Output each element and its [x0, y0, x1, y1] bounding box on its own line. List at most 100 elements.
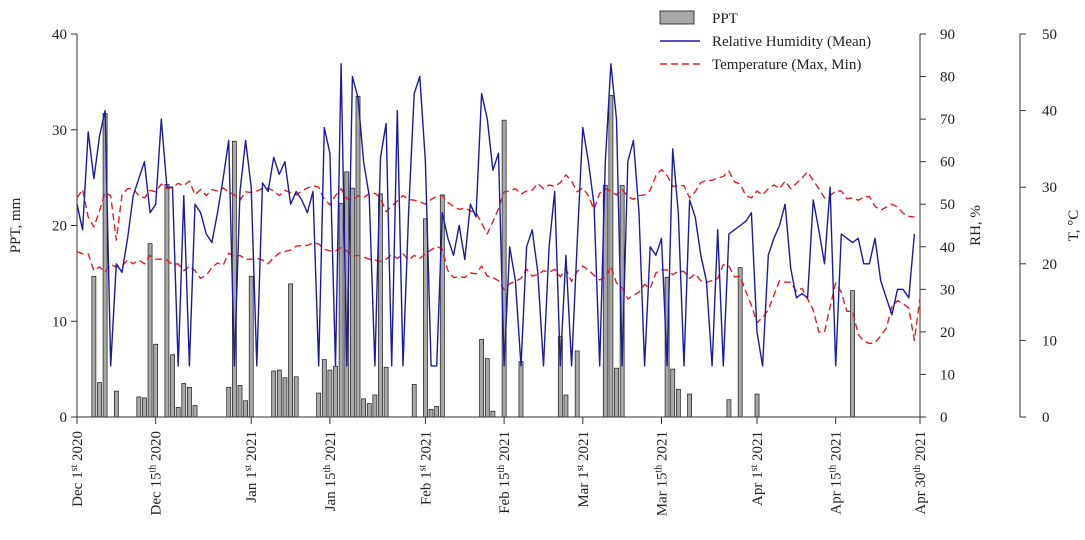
rh-tick-label: 10 [940, 367, 955, 383]
temperature-max-line [76, 168, 915, 241]
ppt-bar [423, 218, 428, 418]
ppt-bar [361, 398, 367, 418]
ppt-bar [288, 283, 293, 418]
ppt-bar [383, 366, 389, 418]
legend-swatch-ppt [659, 10, 695, 25]
ppt-bar [501, 119, 507, 418]
ppt-bar [181, 383, 187, 418]
rh-tick-label: 60 [940, 155, 955, 171]
ppt-bar [434, 406, 440, 418]
ppt-bar [355, 95, 361, 418]
ppt-bar [614, 367, 619, 418]
ppt-bar [276, 369, 282, 418]
ppt-bar [737, 267, 743, 418]
t-tick-label: 0 [1042, 410, 1050, 426]
ppt-bar [113, 390, 119, 418]
ppt-bar [333, 365, 338, 418]
relative-humidity-line [76, 63, 916, 367]
ppt-bar [243, 400, 248, 418]
rh-tick-label: 80 [940, 70, 955, 86]
t-axis-label: T, °C [1066, 210, 1082, 242]
ppt-bar [237, 385, 243, 418]
ppt-bar [170, 354, 175, 418]
ppt-bar [91, 275, 97, 418]
temperature-min-line [76, 242, 921, 345]
ppt-bar [136, 396, 142, 418]
ppt-bar [479, 339, 485, 418]
ppt-bar [338, 203, 344, 418]
legend-label: Temperature (Max, Min) [712, 57, 861, 73]
date-tick-label: Apr 1st 2021 [749, 431, 767, 506]
rh-axis-label: RH, % [968, 205, 984, 246]
ppt-bar [411, 384, 417, 418]
ppt-bar [675, 388, 681, 418]
ppt-bar [271, 370, 277, 418]
ppt-bar [248, 275, 254, 418]
ppt-bar [350, 187, 355, 418]
rh-tick-label: 40 [940, 240, 955, 256]
ppt-axis-label: PPT, mm [8, 197, 24, 253]
ppt-bar [192, 405, 198, 418]
t-tick-label: 20 [1042, 257, 1057, 273]
ppt-bar [226, 386, 232, 418]
ppt-bar [147, 243, 153, 418]
ppt-bar [97, 382, 102, 418]
legend-label: Relative Humidity (Mean) [712, 34, 871, 50]
legend: PPT Relative Humidity (Mean) Temperature (… [659, 10, 871, 73]
t-tick-label: 50 [1042, 27, 1057, 43]
ppt-bar [366, 403, 372, 418]
ppt-tick-label: 10 [52, 314, 67, 330]
ppt-bar [142, 397, 147, 418]
ppt-tick-label: 40 [52, 27, 67, 43]
ppt-bar [574, 350, 580, 418]
ppt-bar [293, 376, 299, 418]
date-tick-label: Apr 30th 2021 [912, 431, 930, 515]
ppt-bar [153, 343, 159, 418]
ppt-bar [327, 369, 333, 418]
ppt-bar [231, 140, 237, 418]
ppt-bar [164, 183, 170, 418]
ppt-bar [490, 410, 496, 418]
data-lines [76, 63, 921, 367]
ppt-bar [670, 368, 676, 418]
t-tick-label: 40 [1042, 104, 1057, 120]
date-tick-label: Feb 15th 2021 [496, 431, 514, 514]
t-tick-label: 30 [1042, 180, 1057, 196]
ppt-bar [428, 408, 434, 418]
rh-tick-label: 30 [940, 282, 955, 298]
ppt-bar [321, 359, 327, 418]
ppt-bar [850, 290, 855, 418]
ppt-tick-label: 30 [52, 123, 67, 139]
date-tick-label: Dec 15th 2020 [147, 431, 165, 515]
ppt-bar [187, 386, 192, 418]
date-tick-label: Jan 1st 2021 [243, 431, 261, 503]
ppt-bar [372, 394, 378, 418]
ppt-bar [316, 392, 322, 418]
date-tick-label: Mar 15th 2021 [653, 431, 671, 516]
legend-label: PPT [712, 11, 738, 27]
rh-tick-label: 50 [940, 197, 955, 213]
rh-tick-label: 90 [940, 27, 955, 43]
date-tick-label: Feb 1st 2021 [417, 431, 435, 505]
ppt-bar [563, 394, 569, 418]
rh-tick-label: 70 [940, 112, 955, 128]
ppt-bar [282, 377, 288, 418]
ppt-bar [484, 358, 490, 418]
rh-tick-label: 20 [940, 325, 955, 341]
ppt-bar [518, 361, 524, 418]
date-tick-label: Jan 15th 2021 [321, 431, 339, 511]
t-tick-label: 10 [1042, 333, 1057, 349]
ppt-bar [726, 399, 732, 418]
ppt-tick-label: 20 [52, 219, 67, 235]
date-tick-label: Dec 1st 2020 [69, 431, 87, 507]
date-tick-label: Apr 15th 2021 [827, 431, 845, 515]
ppt-tick-label: 0 [60, 410, 68, 426]
axes: 0 10 20 30 40 PPT, mm 0 10 20 30 40 50 60 70 80 90 RH, %… [8, 27, 1082, 516]
ppt-bar [754, 393, 760, 418]
ppt-bar [608, 94, 614, 418]
ppt-bar [175, 407, 181, 418]
date-tick-label: Mar 1st 2021 [574, 431, 592, 508]
ppt-bar [687, 393, 692, 418]
ppt-bars [91, 94, 855, 418]
